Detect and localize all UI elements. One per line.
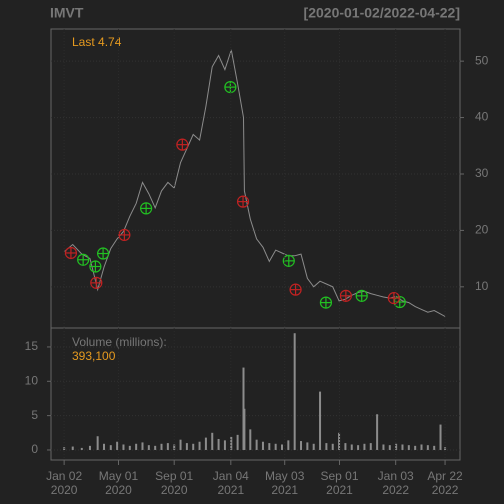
volume-bar — [173, 444, 176, 450]
volume-bar — [179, 439, 182, 450]
y-tick-label: 30 — [475, 166, 489, 180]
volume-bar — [204, 437, 207, 450]
y-tick-label: 10 — [25, 373, 39, 387]
x-tick-label: Sep 01 2020 — [155, 469, 194, 497]
volume-bar — [439, 424, 442, 450]
buy-marker — [355, 289, 368, 302]
volume-bar — [198, 441, 201, 450]
sell-marker — [118, 228, 131, 242]
volume-bar — [211, 432, 214, 450]
x-tick-label: May 01 2020 — [98, 469, 139, 497]
volume-bar — [109, 445, 112, 450]
buy-marker — [140, 202, 153, 215]
volume-bar — [331, 443, 334, 450]
volume-bar — [192, 443, 195, 450]
price-line — [63, 49, 446, 317]
volume-bar — [414, 445, 417, 450]
y-tick-label: 10 — [475, 279, 489, 293]
y-tick-label: 0 — [31, 442, 38, 456]
volume-label: Volume (millions): — [72, 335, 167, 349]
volume-bar — [80, 447, 83, 450]
volume-bar — [401, 444, 404, 450]
volume-bar — [363, 443, 366, 450]
volume-bar — [280, 444, 283, 450]
x-tick-label: Apr 22 2022 — [427, 469, 463, 497]
volume-bar — [319, 391, 322, 450]
sell-marker — [236, 195, 250, 208]
x-tick-label: Jan 02 2020 — [46, 469, 83, 497]
sell-marker — [387, 292, 400, 305]
volume-bar — [369, 443, 372, 450]
volume-bar — [116, 441, 119, 450]
volume-bar — [217, 438, 220, 450]
date-range: [2020-01-02/2022-04-22] — [304, 5, 460, 21]
sell-marker — [289, 283, 302, 296]
volume-bar — [154, 445, 157, 450]
sell-marker — [64, 246, 78, 260]
volume-bar — [122, 444, 125, 450]
y-tick-label: 5 — [31, 408, 38, 422]
volume-bar — [261, 441, 264, 450]
sell-marker — [339, 289, 352, 302]
volume-bar — [300, 441, 303, 450]
volume-bar — [102, 443, 105, 450]
buy-marker — [89, 260, 102, 273]
sell-marker — [90, 276, 103, 289]
volume-bar — [88, 445, 91, 450]
volume-bar — [166, 443, 169, 450]
buy-marker — [319, 296, 333, 309]
volume-bar — [350, 444, 353, 450]
volume-bar — [312, 443, 315, 450]
volume-bar — [344, 443, 347, 450]
volume-bar — [382, 444, 385, 450]
volume-bar — [388, 445, 391, 450]
volume-bar — [255, 439, 258, 450]
buy-marker — [77, 253, 90, 266]
volume-bar — [243, 408, 246, 450]
volume-bar — [338, 432, 341, 450]
volume-bar — [223, 440, 226, 450]
x-tick-label: Jan 03 2022 — [377, 469, 414, 497]
y-tick-label: 50 — [475, 53, 489, 67]
volume-bar — [160, 443, 163, 450]
volume-bar — [236, 434, 239, 450]
buy-marker — [96, 247, 110, 260]
volume-bar — [268, 443, 271, 450]
chart-title: IMVT — [50, 5, 84, 21]
volume-bar — [147, 445, 150, 450]
volume-bar — [395, 443, 398, 450]
volume-bar — [433, 445, 436, 450]
volume-bar — [306, 442, 309, 450]
x-tick-label: May 03 2021 — [265, 469, 305, 497]
volume-panel — [50, 327, 461, 461]
volume-bar — [185, 443, 188, 450]
volume-bar — [230, 436, 233, 450]
price-panel — [50, 28, 461, 329]
volume-bar — [325, 443, 328, 450]
volume-bar — [293, 333, 296, 450]
x-tick-label: Sep 01 2021 — [320, 469, 359, 497]
volume-bar — [426, 445, 429, 450]
y-tick-label: 20 — [475, 223, 489, 237]
volume-bar — [274, 443, 277, 450]
volume-bar — [420, 444, 423, 450]
volume-bar — [71, 446, 74, 450]
y-tick-label: 40 — [475, 110, 489, 124]
sell-marker — [176, 138, 189, 151]
volume-bar — [357, 445, 360, 450]
volume-bar — [407, 445, 410, 450]
last-volume: 393,100 — [72, 349, 116, 363]
volume-bar — [135, 443, 138, 450]
volume-bar — [249, 429, 252, 450]
volume-bar — [287, 440, 290, 450]
volume-bar — [141, 442, 144, 450]
volume-bar — [96, 436, 99, 450]
x-tick-label: Jan 04 2021 — [212, 469, 249, 497]
last-price: Last 4.74 — [72, 35, 122, 49]
volume-bar — [128, 445, 131, 450]
y-tick-label: 15 — [25, 339, 39, 353]
volume-bar — [376, 414, 379, 450]
